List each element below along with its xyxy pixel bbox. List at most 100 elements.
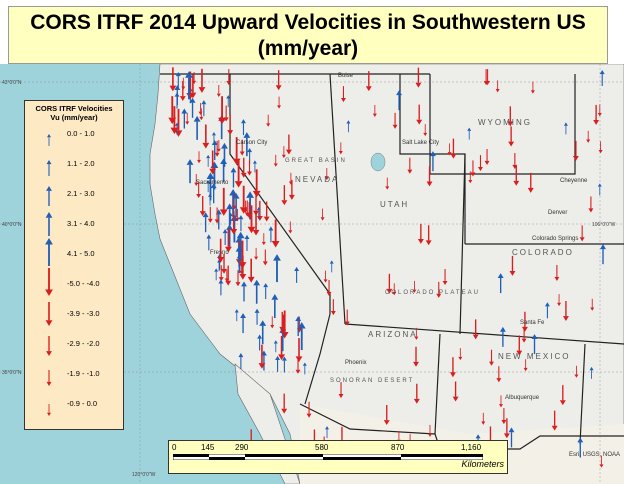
up-arrow bbox=[241, 119, 246, 136]
down-arrow bbox=[338, 142, 343, 155]
up-arrow bbox=[230, 167, 237, 188]
place-label-carson-city: Carson City bbox=[236, 140, 268, 146]
down-arrow bbox=[330, 299, 336, 316]
down-arrow bbox=[216, 140, 221, 153]
legend-arrow bbox=[47, 134, 51, 146]
down-arrow bbox=[599, 455, 604, 468]
down-arrow bbox=[551, 410, 558, 431]
down-arrow bbox=[574, 365, 579, 378]
down-arrow bbox=[295, 338, 303, 363]
up-arrow bbox=[302, 362, 307, 375]
coord-label-lon-120: 120°0'0"W bbox=[132, 472, 156, 478]
scale-tick-290: 290 bbox=[235, 443, 249, 452]
down-arrow bbox=[470, 160, 476, 177]
down-arrow bbox=[214, 140, 220, 157]
legend-label: -3.9 - -3.0 bbox=[67, 309, 100, 318]
down-arrow bbox=[196, 182, 202, 199]
up-arrow bbox=[175, 72, 181, 89]
down-arrow bbox=[226, 69, 232, 86]
down-arrow bbox=[179, 81, 186, 102]
down-arrow bbox=[217, 238, 225, 263]
down-arrow bbox=[281, 393, 288, 414]
coord-label-lat-35: 35°0'0"N bbox=[2, 370, 22, 376]
title-box: CORS ITRF 2014 Upward Velocities in Sout… bbox=[8, 6, 608, 64]
legend-label: -2.9 - -2.0 bbox=[67, 339, 100, 348]
down-arrow bbox=[243, 200, 248, 213]
down-arrow bbox=[235, 270, 241, 287]
legend-row: -3.9 - -3.0 bbox=[25, 302, 125, 329]
down-arrow bbox=[572, 140, 579, 161]
down-arrow bbox=[503, 418, 510, 439]
up-arrow bbox=[577, 437, 584, 458]
down-arrow bbox=[413, 346, 419, 367]
up-arrow bbox=[234, 309, 239, 322]
down-arrow bbox=[417, 223, 424, 244]
title-line-2: (mm/year) bbox=[257, 37, 359, 60]
up-arrow bbox=[259, 320, 267, 345]
down-arrow bbox=[263, 201, 270, 222]
coord-label-lat-43: 43°0'0"N bbox=[2, 80, 22, 86]
region-label-colorado-plateau: COLORADO PLATEAU bbox=[385, 290, 480, 296]
legend: CORS ITRF Velocities Vu (mm/year) 0.0 - … bbox=[24, 100, 124, 430]
up-arrow bbox=[254, 308, 260, 325]
down-arrow bbox=[530, 81, 535, 94]
legend-row: -1.9 - -1.0 bbox=[25, 369, 125, 389]
up-arrow bbox=[206, 154, 211, 167]
down-arrow bbox=[227, 115, 234, 136]
velocity-arrows bbox=[168, 67, 606, 468]
down-arrow bbox=[271, 219, 280, 248]
down-arrow bbox=[481, 412, 486, 425]
down-arrow bbox=[562, 300, 569, 321]
up-arrow bbox=[544, 302, 550, 319]
place-label-santa-fe: Santa Fe bbox=[520, 320, 545, 326]
down-arrow bbox=[423, 124, 428, 137]
up-arrow bbox=[222, 229, 228, 246]
down-arrow bbox=[501, 408, 507, 425]
up-arrow bbox=[243, 132, 251, 157]
up-arrow bbox=[252, 160, 257, 173]
up-arrow bbox=[189, 97, 196, 118]
down-arrow bbox=[198, 68, 206, 93]
up-arrow bbox=[263, 283, 269, 300]
up-arrow bbox=[238, 215, 244, 232]
up-arrow bbox=[295, 316, 302, 337]
down-arrow bbox=[244, 200, 250, 217]
up-arrow bbox=[273, 340, 278, 353]
up-arrow bbox=[174, 85, 181, 106]
legend-arrow-icon bbox=[45, 268, 53, 296]
down-arrow bbox=[170, 106, 179, 135]
down-arrow bbox=[240, 157, 247, 178]
down-arrow bbox=[450, 138, 457, 159]
coord-label-lon-106: 106°0'0"W bbox=[592, 222, 616, 228]
down-arrow bbox=[344, 309, 350, 326]
legend-arrow bbox=[46, 370, 52, 386]
down-arrow bbox=[235, 208, 240, 221]
up-arrow bbox=[214, 268, 219, 281]
legend-arrow-icon bbox=[46, 336, 52, 356]
down-arrow bbox=[383, 405, 390, 426]
up-arrow bbox=[202, 212, 209, 233]
up-arrow bbox=[257, 334, 263, 351]
legend-title-line-2: Vu (mm/year) bbox=[50, 113, 98, 122]
down-arrow bbox=[218, 265, 224, 282]
coord-label-lat-40: 40°0'0"N bbox=[2, 222, 22, 228]
land bbox=[149, 64, 624, 484]
state-label-utah: UTAH bbox=[380, 200, 410, 209]
up-arrow bbox=[329, 260, 334, 273]
up-arrow bbox=[220, 158, 228, 183]
up-arrow bbox=[346, 120, 351, 133]
up-arrow bbox=[508, 427, 515, 448]
down-arrow bbox=[495, 80, 500, 93]
up-arrow bbox=[600, 244, 606, 265]
place-label-salt-lake-city: Salt Lake City bbox=[402, 140, 440, 146]
down-arrow bbox=[416, 104, 423, 125]
down-arrow bbox=[442, 269, 448, 286]
down-arrow bbox=[449, 357, 456, 378]
up-arrow bbox=[206, 172, 215, 201]
down-arrow bbox=[597, 104, 602, 117]
down-arrow bbox=[247, 205, 256, 234]
down-arrow bbox=[281, 185, 288, 206]
down-arrow bbox=[209, 150, 217, 175]
legend-label: 4.1 - 5.0 bbox=[67, 249, 95, 258]
up-arrow bbox=[294, 266, 300, 283]
